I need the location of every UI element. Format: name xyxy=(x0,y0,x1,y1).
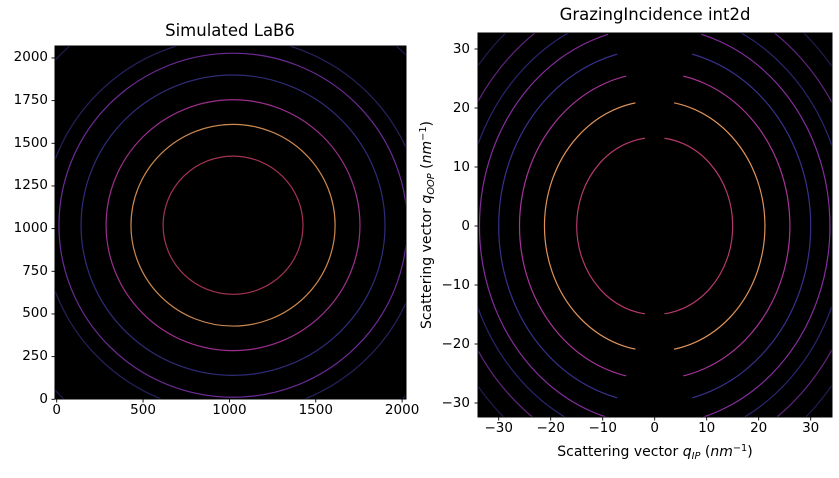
xlabel-text: Scattering vector xyxy=(557,443,683,460)
right-x-tick-label: 20 xyxy=(750,420,768,436)
diffraction-ring xyxy=(58,52,406,398)
ylabel-unit: nm xyxy=(419,140,436,164)
xlabel-superscript: −1 xyxy=(732,443,748,454)
right-y-tick-label: 10 xyxy=(452,158,470,175)
right-plot-title: GrazingIncidence int2d xyxy=(559,5,751,24)
left-y-tick-label: 1250 xyxy=(13,177,48,194)
left-y-tick-label: 250 xyxy=(22,348,48,365)
xlabel-paren-open: ( xyxy=(700,443,711,460)
diffraction-ring xyxy=(478,33,831,417)
right-x-tick-label: 0 xyxy=(650,420,659,436)
xlabel-subscript: IP xyxy=(691,450,701,462)
left-y-tick-label: 0 xyxy=(39,390,48,407)
left-y-tick-label: 1000 xyxy=(13,220,48,237)
right-plot-xlabel: Scattering vector qIP (nm−1) xyxy=(557,444,753,462)
left-y-tick-label: 2000 xyxy=(13,49,48,66)
right-x-tick-label: 10 xyxy=(698,420,716,436)
ylabel-paren-open: ( xyxy=(419,163,436,174)
ylabel-superscript: −1 xyxy=(418,126,430,141)
xlabel-unit: nm xyxy=(710,443,733,460)
plot-background xyxy=(55,46,406,399)
left-y-tick-label: 1750 xyxy=(13,92,48,109)
right-y-tick-label: 30 xyxy=(452,40,470,57)
ylabel-q-symbol: q xyxy=(419,194,436,204)
right-y-tick-label: 20 xyxy=(452,99,470,116)
ylabel-subscript: OOP xyxy=(426,173,438,195)
missing-wedge-top xyxy=(607,33,702,226)
left-y-tick-label: 500 xyxy=(22,305,48,322)
left-x-tick-label: 500 xyxy=(130,402,156,418)
ylabel-paren-close: ) xyxy=(419,120,436,127)
xlabel-q-symbol: q xyxy=(682,443,692,460)
diffraction-ring xyxy=(130,123,336,327)
right-y-tick-label: −20 xyxy=(441,335,471,352)
rings-group xyxy=(478,33,832,417)
left-y-tick-label: 750 xyxy=(22,262,48,279)
missing-wedge-bottom xyxy=(608,226,702,417)
diffraction-ring xyxy=(162,155,304,295)
right-x-tick-label: −10 xyxy=(588,420,617,436)
right-x-tick-label: −30 xyxy=(484,420,513,436)
left-plot-title: Simulated LaB6 xyxy=(165,21,295,40)
axes-spine xyxy=(54,45,407,400)
left-x-tick-label: 2000 xyxy=(384,402,420,418)
diffraction-ring xyxy=(105,99,361,352)
right-y-tick-label: 0 xyxy=(461,217,470,234)
left-y-tick-label: 1500 xyxy=(13,134,48,151)
left-x-tick-label: 1500 xyxy=(298,402,333,418)
right-y-tick-label: −10 xyxy=(441,276,471,293)
diffraction-ring xyxy=(80,74,386,377)
rings-group xyxy=(55,46,406,399)
ylabel-text: Scattering vector xyxy=(419,203,436,330)
left-x-tick-label: 0 xyxy=(52,402,61,418)
xlabel-paren-close: ) xyxy=(747,443,753,460)
right-x-tick-label: −20 xyxy=(536,420,565,436)
left-x-tick-label: 1000 xyxy=(212,402,247,418)
right-x-tick-label: 30 xyxy=(802,420,820,436)
right-y-tick-label: −30 xyxy=(441,394,471,411)
